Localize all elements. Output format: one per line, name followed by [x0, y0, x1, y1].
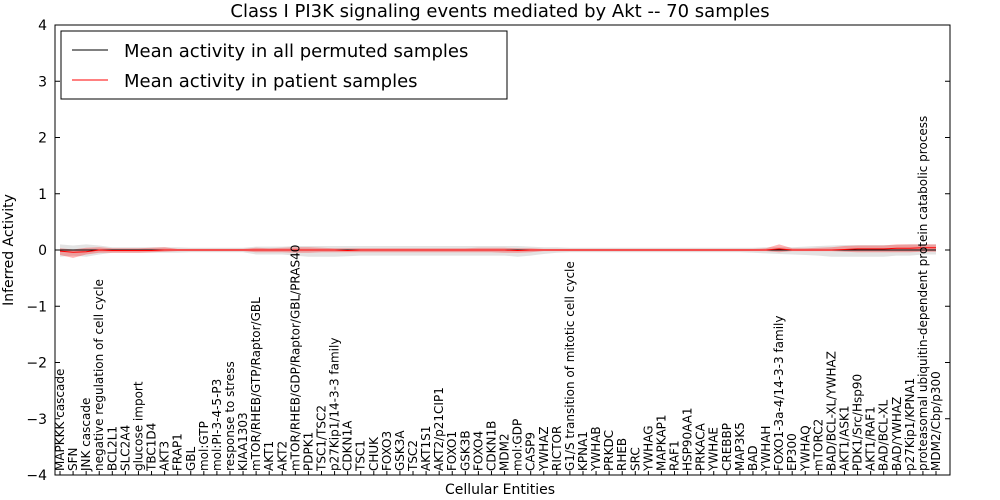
x-tick-label: MAPKAP1	[654, 414, 668, 471]
x-tick-label: FRAP1	[171, 433, 185, 471]
x-tick-label: AKT1/RAF1	[864, 406, 878, 471]
x-tick-label: MDM2/Cbp/p300	[929, 371, 943, 471]
x-tick-label: mTOR/RHEB/GDP/Raptor/GBL/PRAS40	[288, 245, 302, 471]
y-axis-label: Inferred Activity	[1, 194, 17, 306]
x-tick-label: KPNA1	[576, 431, 590, 471]
x-tick-label: proteasomal ubiquitin-dependent protein …	[916, 116, 930, 471]
x-tick-label: AKT1S1	[419, 426, 433, 471]
x-tick-label: mTORC2	[811, 419, 825, 471]
x-tick-label: AKT1	[262, 441, 276, 471]
y-tick-label: −1	[26, 299, 47, 315]
x-tick-label: CDKN1A	[341, 420, 355, 471]
x-tick-label: YWHAH	[759, 426, 773, 472]
band-permuted	[60, 244, 936, 257]
x-tick-label: YWHAB	[589, 426, 603, 472]
x-tick-label: RICTOR	[550, 426, 564, 471]
x-tick-label: BAD/YWHAZ	[890, 397, 904, 471]
x-tick-label: SFN	[66, 447, 80, 471]
series-lines	[59, 247, 936, 253]
x-tick-label: FOXO1-3a-4/14-3-3 family	[772, 315, 786, 471]
y-axis: −4 −3 −2 −1 0 1 2 3 4	[26, 18, 950, 484]
x-tick-label: SLC2A4	[118, 425, 132, 471]
x-tick-label: YWHAZ	[537, 426, 551, 472]
x-tick-label: PRKDC	[602, 430, 616, 471]
x-tick-label: AKT1/ASK1	[837, 406, 851, 471]
x-axis: MAPKKK cascade SFN JNK cascade negative reg…	[53, 116, 943, 475]
y-tick-label: 2	[38, 131, 47, 147]
x-tick-label: JNK cascade	[79, 398, 93, 472]
x-tick-label: YWHAE	[707, 427, 721, 472]
x-tick-label: GBL	[184, 446, 198, 471]
x-tick-label: AKT3	[158, 441, 172, 471]
x-tick-label: MAPKKK cascade	[53, 369, 67, 471]
x-tick-label: GSK3A	[393, 430, 407, 471]
x-tick-label: p27Kip1/KPNA1	[903, 378, 917, 471]
x-tick-label: PDPK1	[301, 432, 315, 471]
y-tick-label: 1	[38, 187, 47, 203]
y-tick-label: 3	[38, 74, 47, 90]
x-axis-label: Cellular Entities	[445, 482, 555, 498]
x-tick-label: FOXO4	[471, 431, 485, 471]
x-tick-label: TBC1D4	[145, 423, 159, 472]
legend-box	[60, 30, 508, 100]
x-tick-label: BCL2L1	[105, 426, 119, 471]
x-tick-label: PRKACA	[694, 422, 708, 471]
x-tick-label: AKT2	[275, 441, 289, 471]
x-tick-label: response to stress	[223, 361, 237, 471]
x-tick-label: SRC	[628, 447, 642, 471]
x-tick-label: RHEB	[615, 438, 629, 471]
x-tick-label: mol:GDP	[511, 419, 525, 471]
x-tick-label: MAP3K5	[733, 422, 747, 471]
y-tick-label: 4	[38, 18, 47, 34]
x-tick-label: YWHAQ	[798, 425, 812, 472]
y-tick-label: −3	[26, 412, 47, 428]
x-tick-label: HSP90AA1	[681, 407, 695, 471]
x-tick-label: YWHAG	[641, 425, 655, 472]
x-tick-label: GSK3B	[458, 430, 472, 471]
x-tick-label: PDK1/Src/Hsp90	[851, 374, 865, 471]
x-tick-label: mol:GTP	[197, 421, 211, 471]
legend-label-permuted: Mean activity in all permuted samples	[124, 41, 468, 62]
confidence-bands	[60, 244, 936, 258]
x-tick-label: BAD/BCL-XL	[877, 399, 891, 471]
chart-title: Class I PI3K signaling events mediated b…	[230, 1, 769, 22]
x-tick-label: CREBBP	[720, 423, 734, 471]
x-tick-label: CASP9	[524, 432, 538, 471]
x-tick-label: FOXO3	[380, 431, 394, 471]
x-tick-label: mTOR/RHEB/GTP/Raptor/GBL	[249, 297, 263, 471]
x-tick-label: CDKN1B	[484, 421, 498, 471]
y-tick-label: −4	[26, 468, 47, 484]
x-tick-label: G1/S transition of mitotic cell cycle	[563, 261, 577, 471]
x-tick-label: BAD	[746, 445, 760, 471]
x-tick-label: TSC2	[406, 440, 420, 472]
x-tick-label: KIAA1303	[236, 412, 250, 471]
y-tick-label: −2	[26, 356, 47, 372]
x-tick-label: negative regulation of cell cycle	[92, 279, 106, 471]
band-patient	[60, 244, 936, 258]
x-tick-label: RAF1	[668, 440, 682, 471]
x-tick-label: mol:PI-3-4-5-P3	[210, 379, 224, 471]
x-tick-label: AKT2/p21CIP1	[432, 387, 446, 471]
x-tick-label: BAD/BCL-XL/YWHAZ	[824, 351, 838, 471]
x-tick-label: p27Kip1/14-3-3 family	[328, 338, 342, 471]
x-tick-label: TSC1	[354, 440, 368, 472]
x-tick-label: glucose import	[131, 381, 145, 471]
legend: Mean activity in all permuted samples Me…	[60, 30, 508, 100]
x-tick-label: TSC1/TSC2	[314, 405, 328, 472]
x-tick-label: CHUK	[367, 436, 381, 471]
legend-label-patient: Mean activity in patient samples	[124, 71, 418, 92]
line-patient-mean	[59, 247, 936, 253]
y-tick-label: 0	[38, 243, 47, 259]
x-tick-label: MDM2	[498, 433, 512, 471]
x-tick-label: EP300	[785, 433, 799, 471]
x-tick-label: FOXO1	[445, 431, 459, 471]
